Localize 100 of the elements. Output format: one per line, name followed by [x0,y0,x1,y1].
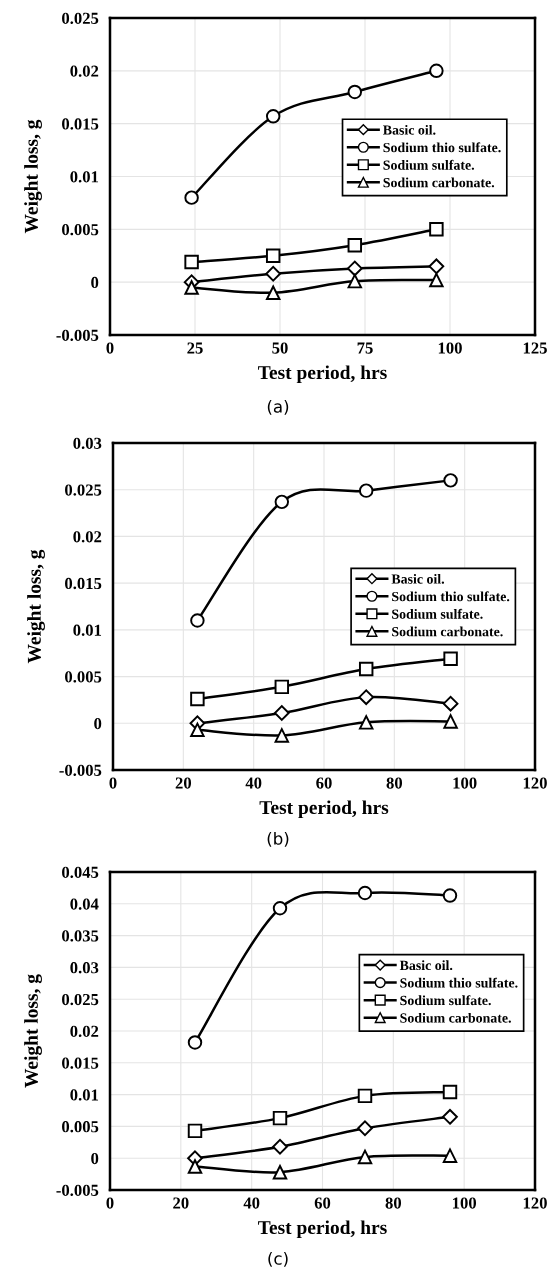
y-tick-label: 0.01 [70,1089,99,1101]
point [442,1084,458,1100]
point [265,285,281,300]
legend-label: Sodium sulfate. [400,995,491,1006]
point [443,651,458,667]
x-tick-label: 60 [314,1197,331,1209]
y-tick-label: 0.02 [70,65,99,77]
y-tick-label: 0.025 [62,12,99,25]
point [357,1149,373,1165]
point [429,222,444,237]
text: (b) [267,831,289,847]
point [184,190,199,205]
y-tick-label: 0.035 [62,930,99,942]
y-axis-title: Weight loss, g [24,119,42,234]
point [184,254,199,270]
legend-label: Basic oil. [383,124,436,135]
y-tick-label: 0.04 [70,898,99,910]
legend-label: Sodium thio sulfate. [383,142,501,153]
text: (c) [268,1251,288,1267]
x-tick-label: 40 [245,777,262,789]
point [274,494,290,510]
point [272,1138,288,1155]
y-tick-label: 0.01 [73,624,102,636]
x-tick-label: 75 [357,342,373,354]
y-tick-label: 0 [94,717,102,730]
point [187,1123,203,1139]
y-tick-label: 0.005 [62,1121,99,1133]
y-tick-label: 0.015 [62,1057,99,1069]
point [274,679,290,695]
y-tick-label: -0.005 [56,329,99,342]
point [274,728,290,743]
legend-label: Sodium carbonate. [383,177,495,188]
point [190,722,205,738]
x-tick-label: 20 [173,1197,189,1209]
point [272,1164,288,1180]
text: (a) [267,399,289,415]
x-tick-label: 60 [316,777,332,789]
legend-label: Sodium thio sulfate. [400,977,518,988]
y-tick-label: 0.03 [70,962,99,974]
x-axis-title: Test period, hrs [258,365,387,384]
point [273,705,290,721]
legend-label: Sodium sulfate. [383,159,475,170]
legend-label: Basic oil. [391,573,445,584]
x-tick-label: 20 [175,777,192,789]
point [265,109,281,124]
point [429,272,444,288]
legend-label: Basic oil. [399,960,453,971]
point [347,237,363,253]
y-tick-label: 0 [91,1152,99,1165]
y-axis-title: Weight loss, g [24,974,42,1088]
point [357,1088,373,1104]
point [265,248,281,263]
y-tick-label: 0 [91,276,99,289]
point [187,1159,203,1174]
point [443,714,458,729]
point [184,280,199,295]
point [358,715,374,730]
x-tick-label: 0 [106,342,114,354]
point [442,1148,458,1163]
y-tick-label: 0.005 [62,224,99,236]
point [428,258,445,275]
x-tick-label: 80 [386,777,403,789]
point [357,885,373,901]
y-tick-label: 0.01 [70,171,99,183]
x-axis-title: Test period, hrs [259,800,389,819]
point [265,265,282,282]
point [442,888,458,903]
point [442,1109,458,1125]
x-axis-title: Test period, hrs [258,1220,387,1239]
legend-label: Sodium thio sulfate. [392,591,510,602]
point [190,613,205,628]
y-tick-label: 0.02 [70,1025,99,1038]
point [429,63,444,79]
point [358,483,374,498]
y-tick-label: 0.015 [65,577,102,590]
y-tick-label: 0.045 [62,866,99,879]
x-tick-label: 40 [243,1197,260,1209]
legend-label: Sodium sulfate. [392,608,483,619]
point [358,661,374,677]
point [346,260,363,277]
x-tick-label: 125 [523,342,547,354]
y-tick-label: 0.025 [65,484,102,496]
y-tick-label: 0.015 [62,118,99,130]
x-tick-label: 50 [272,342,288,354]
point [357,1120,373,1137]
point [442,695,459,712]
point [272,901,288,916]
x-tick-label: 0 [106,1197,114,1209]
x-tick-label: 120 [523,1197,547,1209]
point [347,84,363,100]
y-tick-label: -0.005 [56,1184,99,1197]
y-tick-label: 0.03 [73,437,102,450]
y-axis-title: Weight loss, g [27,549,45,664]
point [190,691,205,707]
y-tick-label: -0.005 [59,764,102,777]
legend-label: Sodium carbonate. [392,626,503,637]
x-tick-label: 100 [438,342,462,354]
point [272,1110,288,1126]
x-tick-label: 100 [453,1197,477,1209]
point [347,273,363,289]
